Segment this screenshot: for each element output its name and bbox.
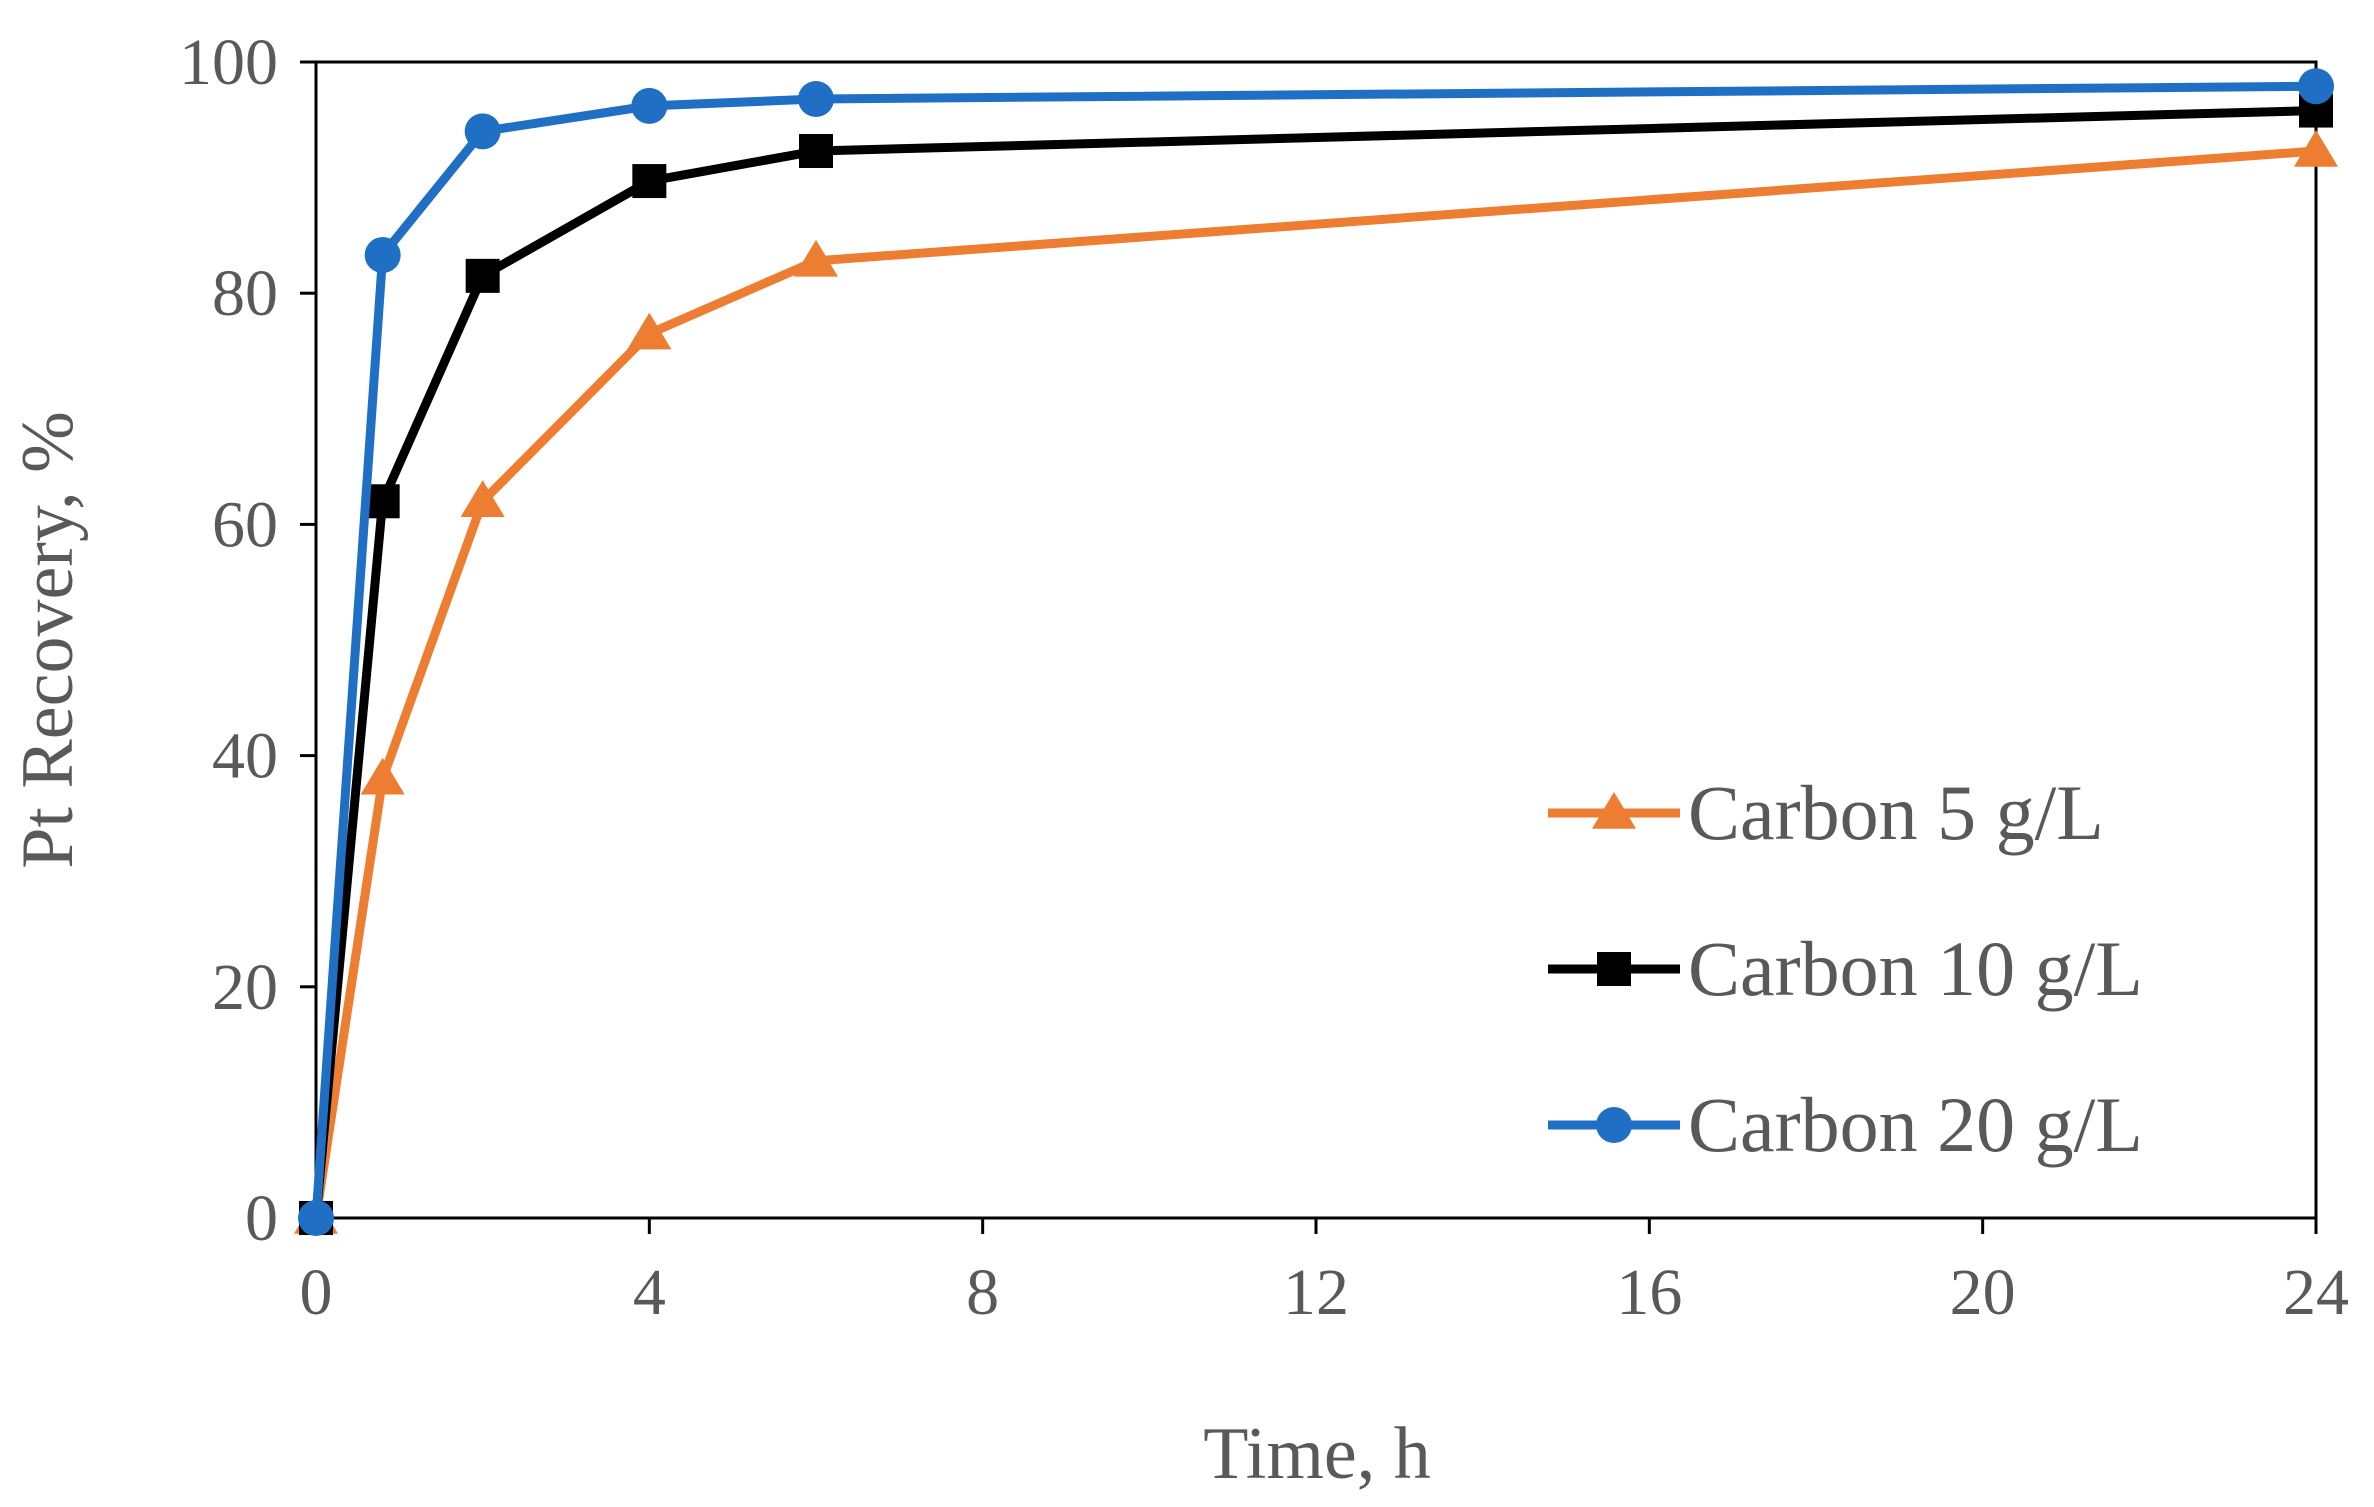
x-tick-label: 8 — [966, 1256, 999, 1329]
data-point-carbon-5-g-l — [460, 480, 505, 518]
legend-item-carbon-10-g-l: Carbon 10 g/L — [1548, 925, 2143, 1012]
data-point-carbon-20-g-l — [364, 237, 401, 274]
y-tick-label: 20 — [212, 951, 278, 1024]
data-point-carbon-20-g-l — [2298, 68, 2334, 105]
legend: Carbon 5 g/L Carbon 10 g/L Carbon 20 g/L — [1548, 769, 2143, 1168]
data-point-carbon-20-g-l — [298, 1200, 334, 1236]
y-tick-label: 40 — [212, 720, 278, 793]
data-point-carbon-10-g-l — [365, 484, 400, 519]
data-point-carbon-5-g-l — [793, 239, 839, 277]
series-line-carbon-20-g-l — [311, 81, 2317, 1219]
data-point-carbon-5-g-l — [2293, 130, 2339, 167]
series-line-carbon-5-g-l — [311, 146, 2317, 1219]
y-tick-label: 0 — [245, 1182, 278, 1255]
legend-item-carbon-20-g-l: Carbon 20 g/L — [1548, 1081, 2143, 1168]
x-tick-label: 20 — [1950, 1256, 2016, 1329]
data-point-carbon-20-g-l — [631, 87, 668, 124]
legend-label-carbon-20-g-l: Carbon 20 g/L — [1688, 1081, 2143, 1168]
data-point-carbon-5-g-l — [360, 757, 405, 795]
data-point-carbon-20-g-l — [798, 80, 834, 117]
y-tick-label: 60 — [212, 488, 278, 561]
legend-label-carbon-5-g-l: Carbon 5 g/L — [1688, 769, 2104, 856]
legend-item-carbon-5-g-l: Carbon 5 g/L — [1548, 769, 2104, 856]
axes: 0 4 8 12 16 20 24 0 20 40 60 80 100 — [179, 26, 2349, 1329]
series-line-carbon-10-g-l — [311, 106, 2317, 1219]
x-tick-label: 24 — [2283, 1256, 2349, 1329]
series-carbon-20-g-l — [298, 68, 2334, 1236]
x-axis-title: Time, h — [1203, 1413, 1431, 1495]
y-tick-label: 100 — [179, 26, 278, 99]
y-axis-title: Pt Recovery, % — [7, 411, 89, 869]
series-layer — [293, 68, 2339, 1236]
legend-label-carbon-10-g-l: Carbon 10 g/L — [1688, 925, 2143, 1012]
data-point-carbon-10-g-l — [799, 134, 833, 169]
legend-marker-carbon-5-g-l — [1591, 792, 1637, 829]
data-point-carbon-20-g-l — [464, 113, 501, 150]
data-point-carbon-5-g-l — [627, 312, 672, 350]
x-tick-label: 4 — [633, 1256, 666, 1329]
legend-marker-carbon-10-g-l — [1597, 952, 1631, 986]
data-point-carbon-10-g-l — [465, 258, 500, 293]
x-tick-label: 12 — [1283, 1256, 1349, 1329]
series-carbon-5-g-l — [293, 130, 2339, 1234]
x-tick-label: 16 — [1616, 1256, 1682, 1329]
legend-marker-carbon-20-g-l — [1596, 1107, 1632, 1143]
y-tick-label: 80 — [212, 257, 278, 330]
x-tick-label: 0 — [300, 1256, 333, 1329]
data-point-carbon-10-g-l — [632, 164, 667, 199]
